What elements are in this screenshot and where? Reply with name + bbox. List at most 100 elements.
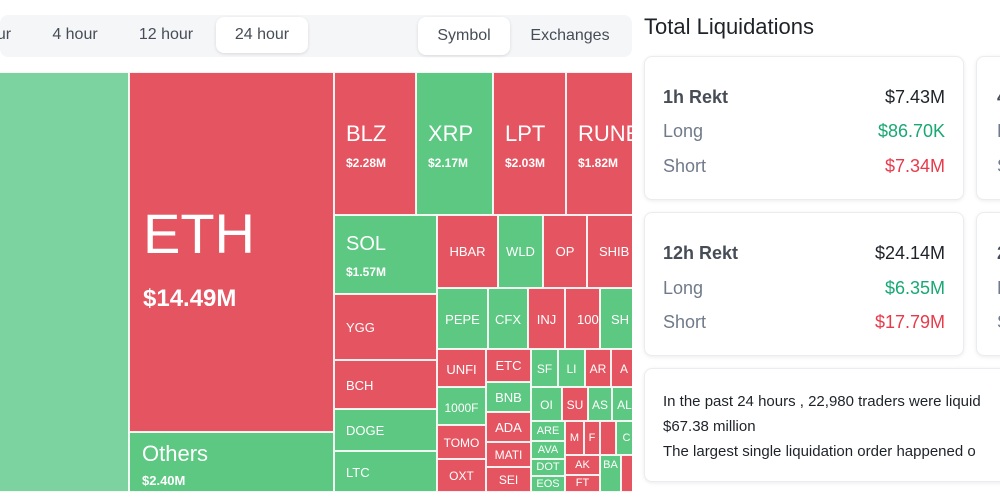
heatmap-tile-ar[interactable]: AR	[585, 349, 611, 387]
heatmap-tile-sei[interactable]: SEI	[486, 467, 531, 492]
heatmap-tile-are[interactable]: ARE	[531, 421, 565, 441]
tile-symbol: LPT	[505, 121, 546, 146]
heatmap-tile-al[interactable]: AL	[612, 387, 632, 421]
heatmap-tile-dot[interactable]: DOT	[531, 459, 565, 476]
timeframe-12h-button[interactable]: 12 hour	[122, 17, 210, 53]
short-row: Short $17.79M	[663, 312, 945, 336]
timeframe-1h-button[interactable]: ur	[0, 17, 14, 53]
heatmap-tile-hbar[interactable]: HBAR	[437, 215, 498, 288]
short-amount: $7.34M	[884, 156, 945, 176]
tile-value: $1.57M	[346, 265, 387, 279]
tile-symbol: SF	[536, 362, 553, 376]
heatmap-tile-m[interactable]: M	[565, 421, 584, 455]
heatmap-tile-ltc[interactable]: LTC	[334, 451, 437, 492]
short-row: Short $7.34M	[663, 156, 945, 180]
tile-symbol: UNFI	[446, 362, 477, 377]
heatmap-tile-rune[interactable]: RUNE $1.82M	[566, 72, 632, 215]
heatmap-tile-op[interactable]: OP	[543, 215, 587, 288]
tile-value: $1.82M	[578, 156, 619, 170]
heatmap-tile-bnb[interactable]: BNB	[486, 382, 531, 412]
tile-symbol: DOT	[536, 461, 560, 473]
tile-symbol: SU	[566, 398, 584, 412]
heatmap-tile-bch[interactable]: BCH	[334, 360, 437, 409]
heatmap-tile-others[interactable]: Others $2.40M	[129, 432, 334, 492]
tile-symbol: RUNE	[578, 121, 632, 146]
long-row: L	[997, 121, 1000, 145]
tile-symbol: A	[619, 362, 628, 376]
symbol-view-label: Symbol	[437, 27, 491, 44]
liquidation-heatmap: ETH $14.49M Others $2.40M BLZ $2.28M XRP…	[0, 72, 632, 492]
heatmap-tile-etc[interactable]: ETC	[486, 349, 531, 382]
heatmap-tile-eos[interactable]: EOS	[531, 476, 565, 492]
heatmap-tile-doge[interactable]: DOGE	[334, 409, 437, 451]
heatmap-tile-inj[interactable]: INJ	[528, 288, 565, 349]
exchanges-view-button[interactable]: Exchanges	[514, 17, 626, 55]
heatmap-tile-cfx[interactable]: CFX	[488, 288, 528, 349]
heatmap-tile-ygg[interactable]: YGG	[334, 294, 437, 360]
heatmap-tile-ava[interactable]: AVA	[531, 441, 565, 459]
heatmap-tile-unfi[interactable]: UNFI	[437, 349, 486, 387]
short-row: S	[997, 312, 1000, 336]
heatmap-tile-as[interactable]: AS	[588, 387, 612, 421]
tile-symbol: OXT	[449, 469, 474, 483]
rekt-card-24h: 2 L S	[976, 212, 1000, 356]
heatmap-tile-matic[interactable]: MATI	[486, 442, 531, 467]
heatmap-tile-blz[interactable]: BLZ $2.28M	[334, 72, 416, 215]
long-row: L	[997, 278, 1000, 302]
rekt-card-header: 1h Rekt $7.43M	[663, 87, 945, 111]
heatmap-tile-ada[interactable]: ADA	[486, 412, 531, 442]
heatmap-tile-ba[interactable]: BA	[600, 455, 621, 492]
short-amount: $17.79M	[874, 312, 945, 332]
tile-symbol: ETC	[495, 358, 522, 373]
long-label: L	[997, 278, 1000, 299]
heatmap-tile-lpt[interactable]: LPT $2.03M	[493, 72, 566, 215]
heatmap-tile-btc[interactable]	[0, 72, 129, 492]
tile-symbol: M	[569, 432, 580, 444]
heatmap-tile-ak[interactable]: AK	[565, 455, 600, 475]
heatmap-tile-c[interactable]: C	[616, 421, 632, 455]
symbol-view-button[interactable]: Symbol	[418, 17, 510, 55]
heatmap-tile-a[interactable]: A	[611, 349, 632, 387]
heatmap-tile-red-tiny[interactable]	[621, 455, 632, 492]
heatmap-tile-xrp[interactable]: XRP $2.17M	[416, 72, 493, 215]
heatmap-tile-oi[interactable]: OI	[531, 387, 562, 421]
long-amount: $6.35M	[884, 278, 945, 298]
heatmap-tile-red-small[interactable]	[600, 421, 616, 455]
heatmap-tile-pepe[interactable]: PEPE	[437, 288, 488, 349]
tile-symbol: AK	[575, 459, 590, 471]
heatmap-tile-su[interactable]: SU	[562, 387, 588, 421]
short-label: S	[997, 156, 1000, 177]
short-row: S	[997, 156, 1000, 180]
rekt-card-header: 12h Rekt $24.14M	[663, 243, 945, 267]
tile-symbol: SEI	[498, 473, 519, 487]
tile-symbol: SOL	[346, 233, 387, 255]
heatmap-tile-eth[interactable]: ETH $14.49M	[129, 72, 334, 432]
long-amount: $86.70K	[877, 121, 945, 141]
heatmap-tile-oxt[interactable]: OXT	[437, 459, 486, 492]
heatmap-tile-f[interactable]: F	[584, 421, 600, 455]
rekt-period: 2	[997, 243, 1000, 264]
total-liquidations-title: Total Liquidations	[644, 14, 815, 39]
heatmap-tile-sol[interactable]: SOL $1.57M	[334, 215, 437, 294]
heatmap-tile-shib[interactable]: SHIB	[587, 215, 632, 288]
tile-symbol: ARE	[536, 425, 560, 437]
heatmap-tile-1000f[interactable]: 1000F	[437, 387, 486, 425]
tile-symbol: BA	[603, 459, 618, 471]
heatmap-tile-sf[interactable]: SF	[531, 349, 558, 387]
tile-symbol: EOS	[536, 478, 560, 490]
tile-symbol: TOMO	[443, 436, 480, 450]
tile-symbol: FT	[575, 477, 590, 489]
timeframe-24h-button[interactable]: 24 hour	[216, 17, 308, 53]
tile-symbol: LTC	[346, 465, 370, 480]
rekt-total: $24.14M	[874, 243, 945, 263]
heatmap-tile-1000[interactable]: 100	[565, 288, 600, 349]
heatmap-tile-ft[interactable]: FT	[565, 475, 600, 492]
tile-symbol: PEPE	[445, 312, 480, 327]
tile-symbol: SH	[611, 312, 630, 327]
heatmap-tile-li[interactable]: LI	[558, 349, 585, 387]
heatmap-tile-sh[interactable]: SH	[600, 288, 632, 349]
heatmap-tile-tomo[interactable]: TOMO	[437, 425, 486, 459]
heatmap-tile-wld[interactable]: WLD	[498, 215, 543, 288]
timeframe-4h-button[interactable]: 4 hour	[34, 17, 116, 53]
tile-symbol: XRP	[428, 121, 474, 146]
